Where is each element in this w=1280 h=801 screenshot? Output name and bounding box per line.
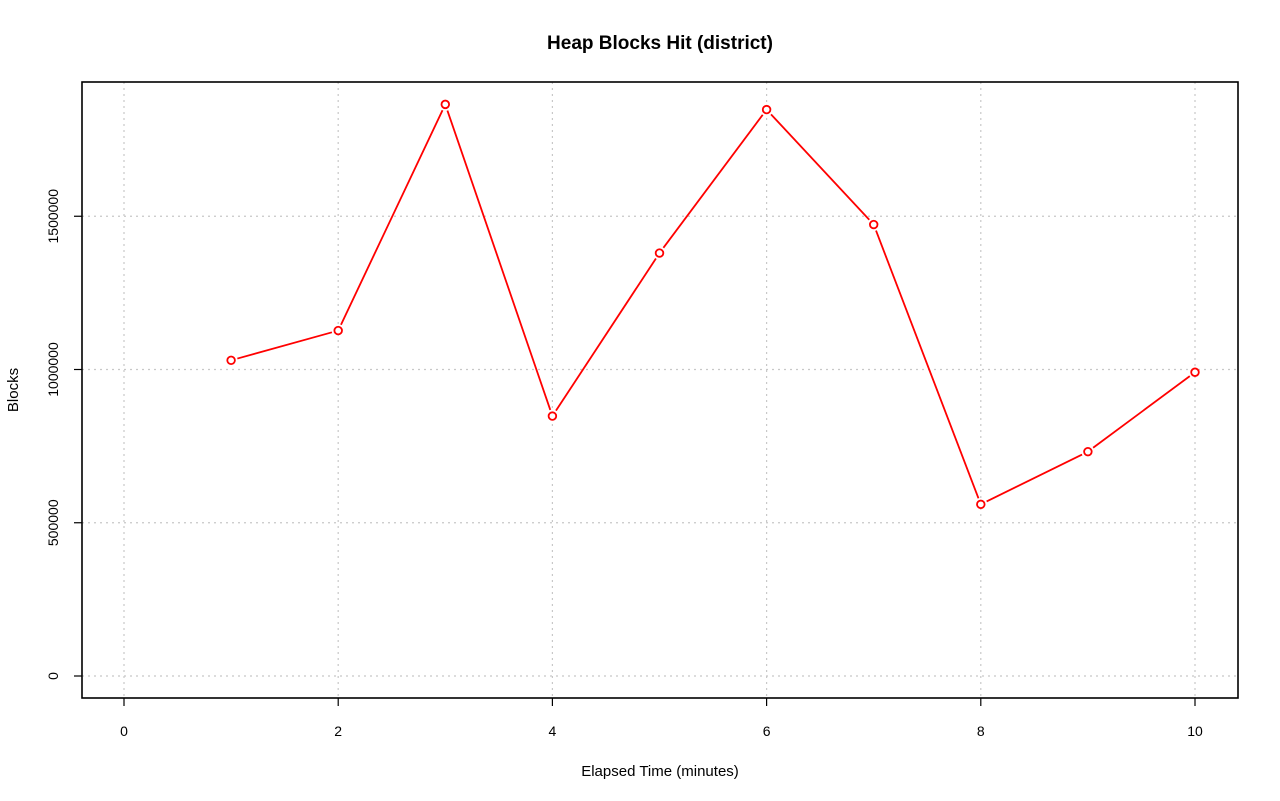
grid [82, 82, 1238, 698]
x-tick-label: 8 [977, 723, 985, 739]
plot-frame [81, 81, 1239, 699]
data-point [226, 355, 236, 366]
y-axis: 0 500000 1000000 1500000 [45, 189, 82, 680]
x-tick-label: 6 [763, 723, 771, 739]
chart-title: Heap Blocks Hit (district) [547, 33, 773, 54]
series-line-segment [555, 257, 657, 412]
data-point [547, 411, 558, 421]
x-axis: 0 2 4 6 8 10 [120, 698, 1203, 739]
y-tick-label: 1000000 [45, 342, 61, 397]
data-point [1083, 446, 1093, 457]
data-point [976, 499, 986, 510]
data-point [440, 99, 450, 110]
data-point [1190, 367, 1200, 377]
data-point [761, 104, 772, 115]
series-line-segment [770, 113, 870, 221]
series-group [226, 99, 1200, 510]
series-line-segment [446, 110, 552, 411]
data-point [654, 248, 665, 258]
y-axis-label: Blocks [5, 368, 22, 412]
series-line-segment [662, 114, 764, 249]
data-point [869, 219, 879, 230]
series-line-segment [875, 230, 980, 499]
series-line-segment [340, 109, 444, 326]
x-tick-label: 4 [549, 723, 557, 739]
y-tick-label: 1500000 [45, 189, 61, 244]
series-line-segment [1092, 375, 1191, 449]
series-line-segment [986, 453, 1083, 503]
x-tick-label: 10 [1187, 723, 1203, 739]
x-axis-label: Elapsed Time (minutes) [581, 763, 739, 780]
data-point [333, 325, 343, 336]
series-line-segment [237, 331, 333, 360]
y-tick-label: 500000 [45, 499, 61, 546]
y-tick-label: 0 [45, 672, 61, 680]
x-tick-label: 2 [334, 723, 342, 739]
x-tick-label: 0 [120, 723, 128, 739]
